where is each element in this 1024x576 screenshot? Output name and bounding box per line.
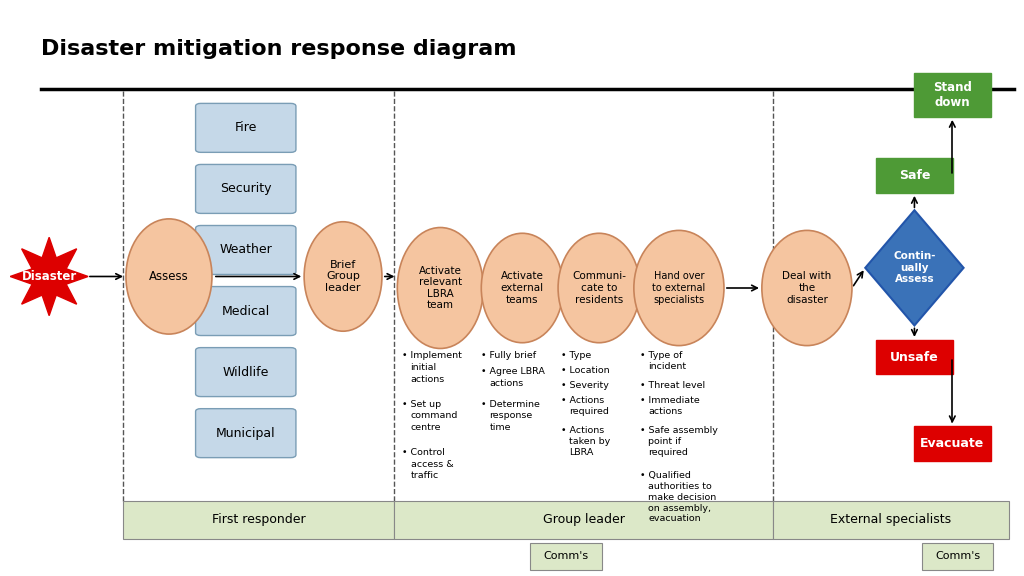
- Text: actions: actions: [411, 374, 444, 384]
- Text: Brief
Group
leader: Brief Group leader: [326, 260, 360, 293]
- Text: Fire: Fire: [234, 122, 257, 134]
- Ellipse shape: [481, 233, 563, 343]
- Text: • Implement: • Implement: [402, 351, 462, 361]
- Text: • Location: • Location: [561, 366, 609, 376]
- Text: Deal with
the
disaster: Deal with the disaster: [782, 271, 831, 305]
- Text: • Immediate: • Immediate: [640, 396, 699, 406]
- FancyBboxPatch shape: [877, 158, 952, 193]
- Text: Medical: Medical: [221, 305, 270, 317]
- FancyBboxPatch shape: [196, 286, 296, 335]
- Text: centre: centre: [411, 423, 441, 432]
- Text: • Threat level: • Threat level: [640, 381, 706, 391]
- Text: LBRA: LBRA: [569, 448, 594, 457]
- Text: make decision: make decision: [648, 492, 717, 502]
- Text: actions: actions: [489, 379, 523, 388]
- Text: Municipal: Municipal: [216, 427, 275, 439]
- Text: required: required: [648, 448, 688, 457]
- Polygon shape: [10, 237, 88, 316]
- Text: • Set up: • Set up: [402, 400, 441, 409]
- FancyBboxPatch shape: [914, 74, 991, 116]
- Text: • Safe assembly: • Safe assembly: [640, 426, 718, 435]
- Text: • Fully brief: • Fully brief: [481, 351, 537, 361]
- FancyBboxPatch shape: [123, 501, 394, 539]
- Text: Activate
external
teams: Activate external teams: [501, 271, 544, 305]
- Text: Disaster: Disaster: [22, 270, 77, 283]
- FancyBboxPatch shape: [914, 426, 991, 461]
- FancyBboxPatch shape: [773, 501, 1009, 539]
- Text: • Control: • Control: [402, 448, 445, 457]
- Text: actions: actions: [648, 407, 682, 416]
- Text: • Severity: • Severity: [561, 381, 609, 391]
- Text: Activate
relevant
LBRA
team: Activate relevant LBRA team: [419, 266, 462, 310]
- Text: Stand
down: Stand down: [933, 81, 972, 109]
- FancyBboxPatch shape: [196, 348, 296, 396]
- Text: Evacuate: Evacuate: [921, 437, 984, 450]
- Text: Contin-
ually
Assess: Contin- ually Assess: [893, 251, 936, 285]
- Text: Security: Security: [220, 183, 271, 195]
- Text: • Determine: • Determine: [481, 400, 540, 409]
- FancyBboxPatch shape: [196, 104, 296, 152]
- Text: Comm's: Comm's: [935, 551, 980, 562]
- Text: Comm's: Comm's: [544, 551, 589, 562]
- Text: • Actions: • Actions: [561, 426, 604, 435]
- Text: point if: point if: [648, 437, 681, 446]
- Text: command: command: [411, 411, 458, 420]
- FancyBboxPatch shape: [530, 543, 602, 570]
- Text: • Qualified: • Qualified: [640, 471, 691, 480]
- Ellipse shape: [126, 219, 212, 334]
- FancyBboxPatch shape: [394, 501, 773, 539]
- Text: Disaster mitigation response diagram: Disaster mitigation response diagram: [41, 39, 516, 59]
- FancyBboxPatch shape: [196, 409, 296, 457]
- Text: incident: incident: [648, 362, 686, 371]
- Text: Wildlife: Wildlife: [222, 366, 269, 378]
- Text: External specialists: External specialists: [830, 513, 951, 526]
- Text: on assembly,: on assembly,: [648, 503, 712, 513]
- FancyBboxPatch shape: [922, 543, 993, 570]
- Text: • Actions: • Actions: [561, 396, 604, 406]
- Text: response: response: [489, 411, 532, 420]
- Text: traffic: traffic: [411, 471, 439, 480]
- Text: Hand over
to external
specialists: Hand over to external specialists: [652, 271, 706, 305]
- FancyBboxPatch shape: [877, 340, 952, 374]
- Text: First responder: First responder: [212, 513, 305, 526]
- Text: • Agree LBRA: • Agree LBRA: [481, 367, 545, 377]
- FancyBboxPatch shape: [196, 165, 296, 213]
- Ellipse shape: [558, 233, 640, 343]
- Text: access &: access &: [411, 460, 454, 469]
- Text: authorities to: authorities to: [648, 482, 712, 491]
- Text: Weather: Weather: [219, 244, 272, 256]
- Text: • Type: • Type: [561, 351, 592, 361]
- Text: Assess: Assess: [150, 270, 188, 283]
- Text: time: time: [489, 423, 511, 432]
- Text: initial: initial: [411, 363, 437, 372]
- Text: Communi-
cate to
residents: Communi- cate to residents: [572, 271, 626, 305]
- Text: • Type of: • Type of: [640, 351, 682, 361]
- Text: evacuation: evacuation: [648, 514, 700, 524]
- Ellipse shape: [634, 230, 724, 346]
- Text: required: required: [569, 407, 609, 416]
- Text: taken by: taken by: [569, 437, 610, 446]
- Ellipse shape: [762, 230, 852, 346]
- Ellipse shape: [304, 222, 382, 331]
- Text: Safe: Safe: [899, 169, 930, 182]
- Text: Unsafe: Unsafe: [890, 351, 939, 363]
- FancyBboxPatch shape: [196, 226, 296, 275]
- Polygon shape: [865, 210, 964, 325]
- Ellipse shape: [397, 228, 483, 348]
- Text: Group leader: Group leader: [543, 513, 625, 526]
